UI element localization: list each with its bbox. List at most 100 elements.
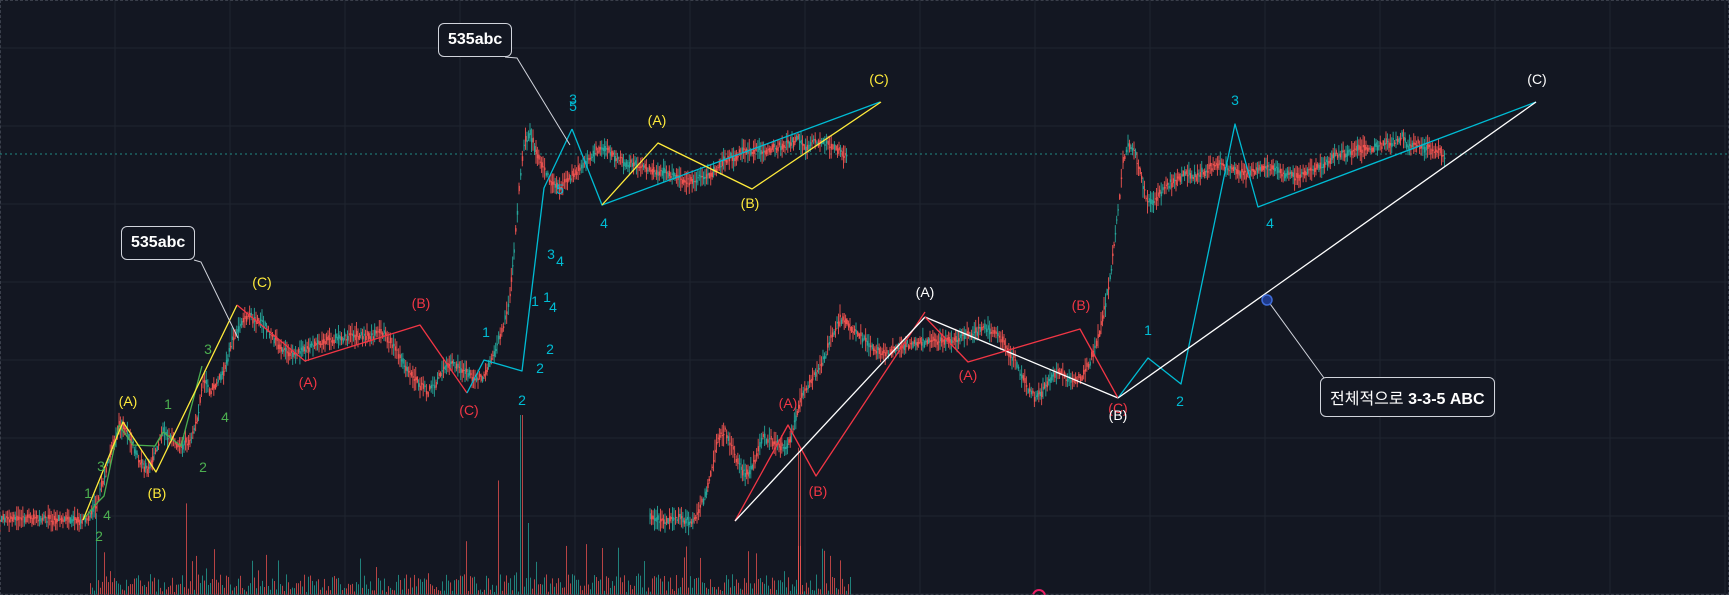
price-candle [1336, 154, 1339, 158]
price-candle [1411, 143, 1414, 148]
volume-bar [206, 568, 207, 595]
price-candle [89, 512, 91, 518]
cursor-marker[interactable] [1032, 589, 1046, 595]
price-candle [693, 181, 695, 183]
price-candle [4, 517, 6, 522]
price-candle [727, 436, 730, 441]
price-candle [247, 313, 249, 318]
price-candle [930, 340, 933, 342]
price-candle [695, 517, 697, 519]
price-candle [214, 383, 217, 390]
price-candle [788, 439, 790, 443]
price-candle [1036, 393, 1039, 397]
volume-bar [432, 585, 433, 595]
price-candle [410, 371, 413, 376]
volume-bar [156, 591, 157, 595]
volume-bar [328, 586, 329, 595]
price-candle [267, 326, 269, 332]
volume-bar [850, 576, 851, 595]
wave-label: 3 [547, 246, 555, 262]
price-candle [1419, 145, 1421, 149]
volume-bar [410, 577, 411, 595]
callout-535abc-top[interactable]: 535abc [438, 23, 513, 57]
price-candle [644, 163, 646, 169]
price-candle [791, 137, 793, 143]
price-candle [824, 356, 826, 360]
price-candle [183, 440, 185, 446]
callout-summary[interactable]: 전체적으로 3-3-5 ABC [1320, 377, 1495, 417]
volume-bar [292, 587, 293, 595]
volume-bar [716, 589, 717, 595]
price-candle [902, 344, 904, 349]
price-candle [128, 434, 130, 440]
volume-bar [180, 583, 181, 595]
volume-bar [112, 582, 113, 595]
price-candle [118, 421, 120, 427]
price-candle [554, 183, 557, 188]
price-candle [95, 506, 97, 509]
price-candle [835, 328, 837, 331]
volume-bar [758, 579, 759, 595]
price-candle [814, 138, 817, 143]
price-candle [63, 517, 66, 522]
price-candle [1095, 340, 1098, 347]
price-candle [935, 339, 937, 342]
volume-bar [278, 560, 279, 595]
price-candle [458, 366, 461, 368]
price-candle [135, 450, 137, 455]
volume-bar [390, 587, 391, 595]
volume-bar [444, 590, 445, 595]
price-candle [1354, 148, 1356, 150]
wave-label: 4 [221, 409, 229, 425]
volume-bar [108, 582, 109, 595]
volume-bar [544, 577, 545, 595]
price-candle [724, 427, 726, 430]
price-candle [713, 166, 715, 173]
price-candle [360, 331, 362, 336]
volume-bar [808, 587, 809, 595]
price-candle [1438, 148, 1440, 151]
volume-bar [266, 554, 267, 595]
volume-bar [662, 581, 663, 595]
price-candle [228, 348, 231, 352]
price-candle [751, 152, 754, 154]
price-candle [454, 366, 456, 368]
price-candle [274, 335, 277, 340]
volume-bar [168, 586, 169, 595]
price-candle [774, 147, 776, 150]
price-candle [1154, 198, 1156, 200]
volume-bar [348, 583, 349, 595]
volume-bar [158, 579, 159, 595]
price-candle [802, 143, 804, 146]
price-candle [621, 157, 623, 164]
volume-bar [120, 584, 121, 595]
price-candle [670, 516, 672, 520]
price-candle [691, 178, 694, 184]
callout-535abc-left[interactable]: 535abc [121, 226, 196, 260]
volume-bar [506, 575, 507, 595]
volume-bar [812, 589, 813, 595]
price-candle [53, 515, 56, 521]
price-candle [353, 334, 355, 338]
price-candle [41, 517, 44, 521]
wave-label: 2 [199, 459, 207, 475]
price-candle [741, 147, 744, 154]
volume-bar [802, 585, 803, 595]
price-candle [768, 438, 771, 440]
wave-label: (C) [869, 71, 888, 87]
price-candle [1334, 152, 1336, 158]
price-candle [501, 328, 503, 333]
volume-bar [642, 587, 643, 595]
price-candle [1156, 197, 1158, 201]
volume-bar [402, 589, 403, 595]
volume-bar [126, 579, 127, 595]
price-candle [326, 336, 328, 341]
anchor-point[interactable] [1261, 294, 1273, 306]
volume-bar [118, 583, 119, 595]
price-candle [351, 333, 353, 336]
price-candle [773, 441, 776, 445]
price-candle [502, 326, 505, 329]
price-candle [1302, 172, 1305, 175]
price-candle [791, 432, 793, 435]
